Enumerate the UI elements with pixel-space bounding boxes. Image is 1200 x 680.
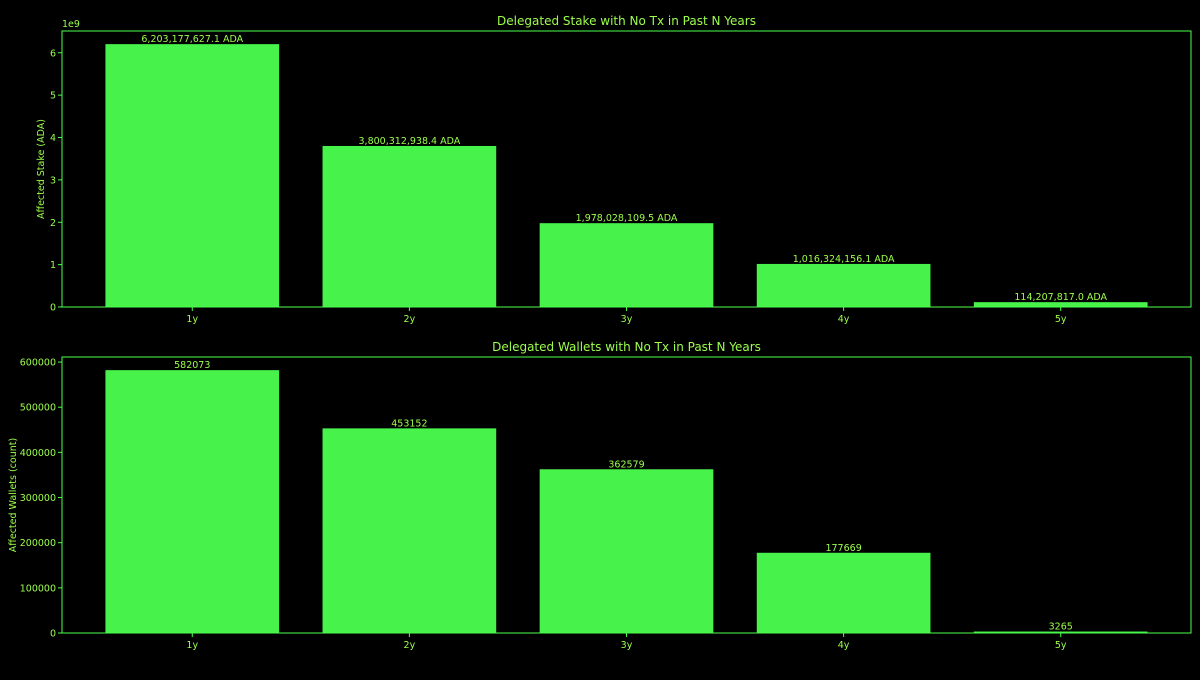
data-label-3y: 362579 — [608, 459, 644, 470]
y-tick-label: 100000 — [20, 583, 56, 594]
x-tick-label-4y: 4y — [838, 314, 850, 325]
x-tick-label-1y: 1y — [186, 640, 198, 651]
y-tick-label: 600000 — [20, 358, 56, 369]
bar-5y — [973, 302, 1148, 307]
y-axis-label: Affected Stake (ADA) — [36, 119, 47, 219]
bar-4y — [756, 552, 931, 633]
bar-3y — [539, 223, 714, 307]
y-tick-label: 300000 — [20, 493, 56, 504]
x-tick-label-5y: 5y — [1055, 640, 1067, 651]
x-tick-label-5y: 5y — [1055, 314, 1067, 325]
x-tick-label-3y: 3y — [621, 314, 633, 325]
x-tick-label-2y: 2y — [404, 640, 416, 651]
y-tick-label: 3 — [50, 175, 56, 186]
data-label-1y: 6,203,177,627.1 ADA — [141, 34, 243, 45]
x-tick-label-4y: 4y — [838, 640, 850, 651]
y-tick-label: 0 — [50, 629, 56, 640]
data-label-2y: 453152 — [391, 418, 427, 429]
bar-2y — [322, 428, 497, 633]
y-tick-label: 200000 — [20, 538, 56, 549]
bar-3y — [539, 469, 714, 633]
y-tick-label: 400000 — [20, 448, 56, 459]
y-tick-label: 5 — [50, 91, 56, 102]
y-tick-label: 0 — [50, 303, 56, 314]
data-label-5y: 3265 — [1049, 622, 1073, 633]
x-tick-label-2y: 2y — [404, 314, 416, 325]
axes-frame — [61, 356, 1192, 634]
data-label-3y: 1,978,028,109.5 ADA — [576, 213, 678, 224]
y-tick-label: 500000 — [20, 403, 56, 414]
chart-panel-1: Delegated Stake with No Tx in Past N Yea… — [36, 14, 1192, 325]
y-axis-label: Affected Wallets (count) — [8, 438, 19, 552]
y-axis-offset-label: 1e9 — [62, 19, 80, 30]
bar-2y — [322, 145, 497, 307]
x-tick-label-1y: 1y — [186, 314, 198, 325]
bar-1y — [105, 44, 280, 308]
chart-title: Delegated Wallets with No Tx in Past N Y… — [492, 340, 761, 354]
bar-5y — [973, 631, 1148, 633]
data-label-5y: 114,207,817.0 ADA — [1014, 292, 1107, 303]
data-label-4y: 1,016,324,156.1 ADA — [793, 254, 895, 265]
axes-frame — [61, 30, 1192, 308]
y-tick-label: 4 — [50, 133, 56, 144]
data-label-2y: 3,800,312,938.4 ADA — [359, 136, 461, 147]
chart-panel-2: Delegated Wallets with No Tx in Past N Y… — [8, 340, 1192, 651]
y-tick-label: 2 — [50, 218, 56, 229]
x-tick-label-3y: 3y — [621, 640, 633, 651]
bar-1y — [105, 370, 280, 633]
y-tick-label: 6 — [50, 48, 56, 59]
bar-4y — [756, 263, 931, 307]
data-label-4y: 177669 — [825, 543, 861, 554]
y-tick-label: 1 — [50, 260, 56, 271]
chart-title: Delegated Stake with No Tx in Past N Yea… — [497, 14, 756, 28]
data-label-1y: 582073 — [174, 360, 210, 371]
